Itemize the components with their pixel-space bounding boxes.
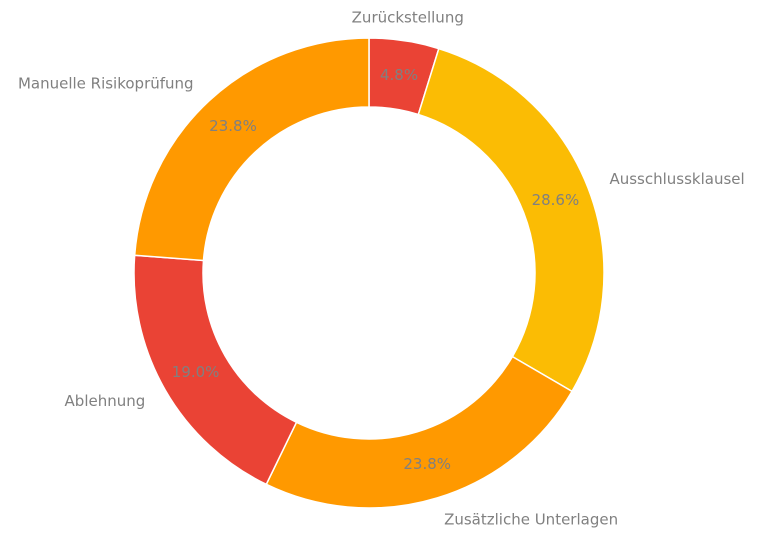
category-label-ablehnung: Ablehnung	[65, 392, 146, 410]
slice-zusaetzliche-unterlagen	[265, 355, 574, 509]
category-label-ausschlussklausel: Ausschlussklausel	[609, 170, 744, 188]
percent-label-zusaetzliche-unterlagen: 23.8%	[403, 455, 451, 473]
category-label-manuelle-risikopruefung: Manuelle Risikoprüfung	[18, 74, 194, 92]
category-label-zusaetzliche-unterlagen: Zusätzliche Unterlagen	[444, 510, 618, 528]
category-label-zurueckstellung: Zurückstellung	[352, 8, 464, 26]
labels-group: 4.8% Zurückstellung 28.6% Ausschlussklausel…	[18, 8, 745, 528]
slice-ausschlussklausel	[417, 47, 605, 393]
percent-label-ausschlussklausel: 28.6%	[532, 191, 580, 209]
slice-manuelle-risikopruefung	[133, 37, 370, 262]
percent-label-manuelle-risikopruefung: 23.8%	[209, 117, 257, 135]
slices-group	[133, 37, 605, 509]
percent-label-zurueckstellung: 4.8%	[380, 66, 418, 84]
percent-label-ablehnung: 19.0%	[172, 363, 220, 381]
